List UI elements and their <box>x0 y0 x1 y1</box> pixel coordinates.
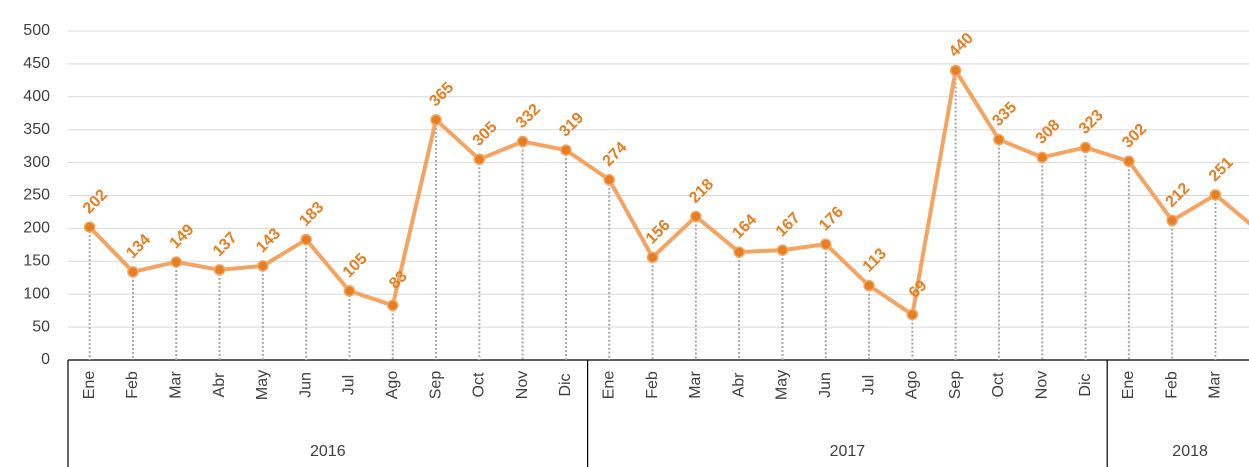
marker <box>473 153 486 166</box>
x-tick-label: Dic <box>557 373 574 396</box>
x-tick-label: Abr <box>730 372 747 398</box>
data-label: 143 <box>253 225 284 256</box>
marker <box>863 279 875 292</box>
data-label: 137 <box>210 229 241 260</box>
marker <box>733 246 745 258</box>
marker <box>170 256 182 268</box>
marker <box>516 135 529 148</box>
data-label: 83 <box>386 268 411 293</box>
marker <box>127 266 139 278</box>
marker <box>300 233 312 246</box>
data-label: 176 <box>816 203 847 234</box>
marker <box>387 299 399 312</box>
marker <box>690 210 702 223</box>
marker <box>213 264 226 276</box>
data-label: 202 <box>80 186 111 217</box>
data-label: 113 <box>860 245 890 275</box>
marker <box>993 133 1005 146</box>
data-label: 319 <box>556 109 587 140</box>
x-tick-label: Ene <box>81 371 98 400</box>
data-label: 164 <box>729 211 760 242</box>
data-label: 308 <box>1033 117 1064 148</box>
y-tick-label: 400 <box>23 88 50 105</box>
y-tick-label: 450 <box>23 55 50 72</box>
x-tick-label: Feb <box>124 371 141 399</box>
y-tick-label: 500 <box>23 22 50 39</box>
marker <box>646 251 659 264</box>
x-tick-label: Jun <box>817 372 834 398</box>
x-tick-label: Mar <box>687 371 704 399</box>
marker <box>83 221 96 233</box>
y-tick-label: 300 <box>23 154 50 171</box>
marker <box>343 285 356 297</box>
data-label: 218 <box>686 176 717 207</box>
marker <box>1036 151 1048 164</box>
data-label: 335 <box>989 99 1020 130</box>
x-tick-label: Dic <box>1077 373 1094 396</box>
y-tick-label: 100 <box>23 285 50 302</box>
data-label: 323 <box>1076 107 1107 138</box>
y-tick-label: 200 <box>23 220 50 237</box>
x-tick-label: Ago <box>904 371 921 400</box>
x-tick-label: Ene <box>600 371 617 400</box>
y-tick-label: 350 <box>23 121 50 138</box>
x-tick-label: Nov <box>514 371 531 399</box>
x-tick-label: Jun <box>297 372 314 398</box>
marker <box>906 308 919 321</box>
x-tick-label: Jul <box>860 375 877 395</box>
marker <box>257 260 269 272</box>
data-label: 134 <box>123 231 154 262</box>
data-label: 149 <box>167 221 198 252</box>
x-tick-label: Feb <box>644 371 661 399</box>
data-label: 305 <box>470 119 501 150</box>
marker <box>1209 189 1222 201</box>
marker <box>776 244 789 256</box>
x-tick-label: Sep <box>427 371 444 400</box>
x-tick-label: Oct <box>990 372 1007 397</box>
data-label: 274 <box>600 139 631 170</box>
data-label: 332 <box>513 101 544 132</box>
y-tick-label: 50 <box>32 318 50 335</box>
line <box>88 68 1249 317</box>
x-tick-label: Mar <box>167 371 184 399</box>
y-tick-label: 250 <box>23 187 50 204</box>
marker <box>560 144 572 156</box>
x-tick-label: May <box>254 370 271 400</box>
y-tick-label: 150 <box>23 253 50 270</box>
data-label: 69 <box>906 277 931 302</box>
x-tick-label: Ago <box>384 371 401 400</box>
group-label: 2016 <box>310 443 346 460</box>
y-tick-label: 0 <box>41 351 50 368</box>
marker <box>1079 141 1092 154</box>
data-label: 212 <box>1162 180 1193 211</box>
marker <box>949 64 962 77</box>
data-label: 251 <box>1206 154 1237 185</box>
x-tick-label: Sep <box>947 371 964 400</box>
data-label: 183 <box>296 199 327 230</box>
x-tick-label: Feb <box>1163 371 1180 399</box>
marker <box>603 173 615 186</box>
x-tick-label: May <box>774 370 791 400</box>
x-tick-label: Nov <box>1033 371 1050 399</box>
data-label: 167 <box>773 209 804 240</box>
group-label: 2017 <box>830 443 866 460</box>
marker <box>1123 155 1135 168</box>
x-tick-label: Mar <box>1207 371 1224 399</box>
marker <box>430 114 442 126</box>
x-tick-label: Ene <box>1120 371 1137 400</box>
data-label: 302 <box>1119 121 1150 152</box>
marker <box>1166 214 1178 227</box>
data-label: 440 <box>946 30 977 61</box>
data-label: 105 <box>340 250 371 281</box>
x-tick-label: Jul <box>341 375 358 395</box>
group-label: 2018 <box>1172 443 1208 460</box>
marker <box>820 238 832 250</box>
data-label: 365 <box>426 79 457 110</box>
x-tick-label: Abr <box>211 372 228 398</box>
x-tick-label: Oct <box>471 372 488 397</box>
